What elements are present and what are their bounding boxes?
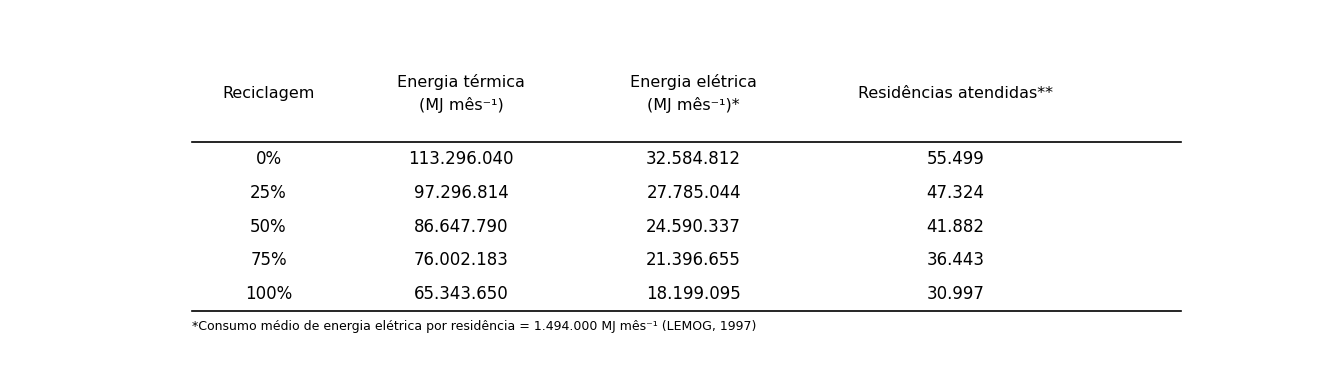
- Text: Energia térmica
(MJ mês⁻¹): Energia térmica (MJ mês⁻¹): [397, 74, 525, 113]
- Text: 86.647.790: 86.647.790: [415, 218, 509, 235]
- Text: 113.296.040: 113.296.040: [408, 150, 514, 168]
- Text: 32.584.812: 32.584.812: [646, 150, 742, 168]
- Text: 75%: 75%: [250, 251, 287, 269]
- Text: Residências atendidas**: Residências atendidas**: [859, 86, 1053, 101]
- Text: 97.296.814: 97.296.814: [413, 184, 509, 202]
- Text: *Consumo médio de energia elétrica por residência = 1.494.000 MJ mês⁻¹ (LEMOG, 1: *Consumo médio de energia elétrica por r…: [191, 320, 756, 333]
- Text: 47.324: 47.324: [926, 184, 985, 202]
- Text: 25%: 25%: [250, 184, 287, 202]
- Text: 24.590.337: 24.590.337: [646, 218, 742, 235]
- Text: 100%: 100%: [245, 285, 292, 303]
- Text: 76.002.183: 76.002.183: [413, 251, 509, 269]
- Text: 50%: 50%: [250, 218, 287, 235]
- Text: 27.785.044: 27.785.044: [646, 184, 742, 202]
- Text: 55.499: 55.499: [926, 150, 985, 168]
- Text: 36.443: 36.443: [926, 251, 985, 269]
- Text: Energia elétrica
(MJ mês⁻¹)*: Energia elétrica (MJ mês⁻¹)*: [630, 74, 758, 113]
- Text: 30.997: 30.997: [926, 285, 985, 303]
- Text: 0%: 0%: [255, 150, 282, 168]
- Text: Reciclagem: Reciclagem: [222, 86, 315, 101]
- Text: 18.199.095: 18.199.095: [646, 285, 742, 303]
- Text: 65.343.650: 65.343.650: [413, 285, 509, 303]
- Text: 21.396.655: 21.396.655: [646, 251, 742, 269]
- Text: 41.882: 41.882: [926, 218, 985, 235]
